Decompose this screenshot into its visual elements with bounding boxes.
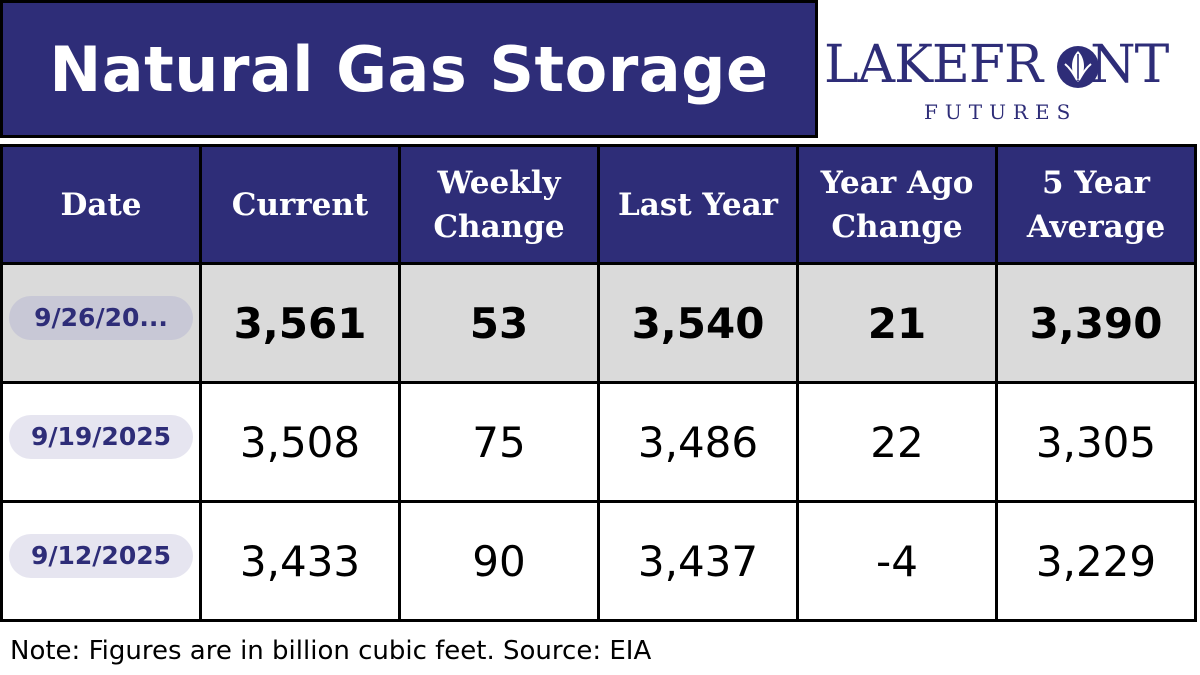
column-header-5-year-average: 5 Year Average: [995, 144, 1197, 265]
logo-subtitle: FUTURES: [924, 100, 1078, 124]
column-header-year-ago-change: Year Ago Change: [796, 144, 998, 265]
current-cell: 3,433: [199, 500, 401, 622]
table-header-row: Date Current Weekly Change Last Year Yea…: [0, 144, 1197, 265]
last-year-cell: 3,540: [597, 262, 799, 384]
current-cell: 3,561: [199, 262, 401, 384]
year-ago-change-cell: -4: [796, 500, 998, 622]
weekly-change-cell: 90: [398, 500, 600, 622]
year-ago-change-cell: 22: [796, 381, 998, 503]
logo-wordmark-right: NT: [1090, 35, 1169, 95]
five-year-average-cell: 3,229: [995, 500, 1197, 622]
table-row: 9/12/2025 3,433 90 3,437 -4 3,229: [0, 500, 1197, 622]
column-header-date: Date: [0, 144, 202, 265]
column-header-weekly-change-label: Weekly Change: [433, 164, 565, 245]
column-header-5-year-average-label: 5 Year Average: [1026, 164, 1166, 245]
date-cell: 9/12/2025: [0, 500, 202, 622]
storage-table: Date Current Weekly Change Last Year Yea…: [0, 144, 1197, 622]
last-year-cell: 3,437: [597, 500, 799, 622]
current-cell: 3,508: [199, 381, 401, 503]
logo-wordmark: LAKEFR NT: [824, 34, 1169, 96]
year-ago-change-cell: 21: [796, 262, 998, 384]
page-title: Natural Gas Storage: [49, 32, 769, 106]
source-note: Note: Figures are in billion cubic feet.…: [10, 636, 652, 666]
five-year-average-cell: 3,390: [995, 262, 1197, 384]
weekly-change-cell: 53: [398, 262, 600, 384]
table-row: 9/19/2025 3,508 75 3,486 22 3,305: [0, 381, 1197, 503]
table-row: 9/26/20... 3,561 53 3,540 21 3,390: [0, 262, 1197, 384]
column-header-weekly-change: Weekly Change: [398, 144, 600, 265]
date-cell: 9/26/20...: [0, 262, 202, 384]
last-year-cell: 3,486: [597, 381, 799, 503]
five-year-average-cell: 3,305: [995, 381, 1197, 503]
leaf-icon: [1057, 46, 1099, 88]
date-cell: 9/19/2025: [0, 381, 202, 503]
title-banner: Natural Gas Storage: [0, 0, 818, 138]
weekly-change-cell: 75: [398, 381, 600, 503]
column-header-current: Current: [199, 144, 401, 265]
date-pill: 9/12/2025: [9, 534, 193, 578]
date-pill: 9/26/20...: [9, 296, 193, 340]
date-pill: 9/19/2025: [9, 415, 193, 459]
column-header-last-year: Last Year: [597, 144, 799, 265]
lakefront-logo: LAKEFR NT FUTURES: [824, 34, 1194, 130]
logo-wordmark-left: LAKEFR: [824, 35, 1043, 95]
column-header-year-ago-change-label: Year Ago Change: [820, 164, 974, 245]
